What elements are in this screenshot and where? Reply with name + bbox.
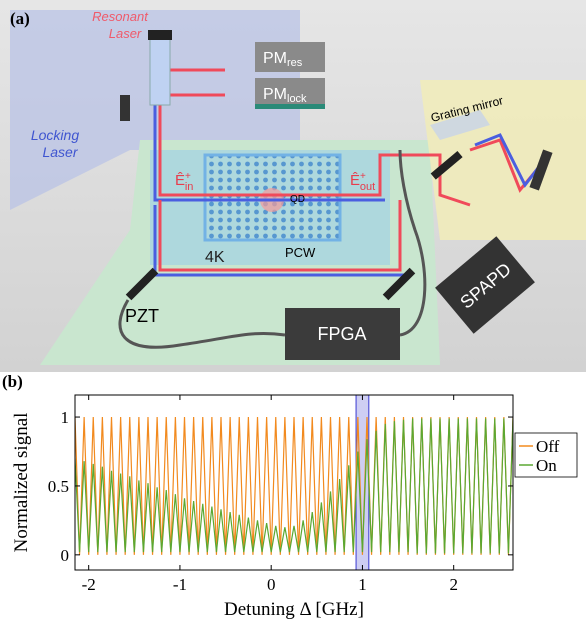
resonant-laser-line: Laser [109,26,142,41]
x-tick-label: -1 [173,575,187,594]
temperature: 4K [205,249,225,266]
x-tick-label: 2 [449,575,458,594]
mirror [120,95,130,121]
legend-label: On [536,456,557,475]
locking-laser-line: Locking [31,127,79,143]
y-tick-label: 0.5 [48,477,69,496]
y-axis-label: Normalized signal [11,413,32,553]
x-tick-label: 0 [267,575,276,594]
e-sub: out [360,181,375,193]
plot: -2 -1 0 1 2 0 0.5 1 Detuning Δ [GHz] Normalized s… [11,395,577,620]
y-tick-label: 0 [61,546,70,565]
x-axis-label: Detuning Δ [GHz] [224,599,364,620]
pm-sub: lock [287,93,307,105]
pm-main: PM [263,50,287,67]
e-main: Ê [175,172,185,189]
figure: (a) ResonantLaser LockingLaser PMres PMl… [0,0,586,630]
pm-sub: res [287,57,303,69]
panel-label: (b) [2,372,23,391]
panel-label: (a) [10,9,30,28]
e-main: Ê [350,172,360,189]
pcw-label: PCW [285,245,316,260]
legend-label: Off [536,437,560,456]
pzt-label: PZT [125,306,159,326]
fpga-label: FPGA [317,324,366,344]
e-sub: in [185,181,194,193]
beam-splitter [150,35,170,105]
x-tick-label: 1 [358,575,367,594]
locking-laser-line: Laser [42,144,78,160]
qd-label: QD [290,194,305,205]
pm-main: PM [263,86,287,103]
y-tick-label: 1 [61,408,70,427]
x-tick-label: -2 [82,575,96,594]
resonant-laser-line: Resonant [92,9,149,24]
mirror [148,30,172,40]
